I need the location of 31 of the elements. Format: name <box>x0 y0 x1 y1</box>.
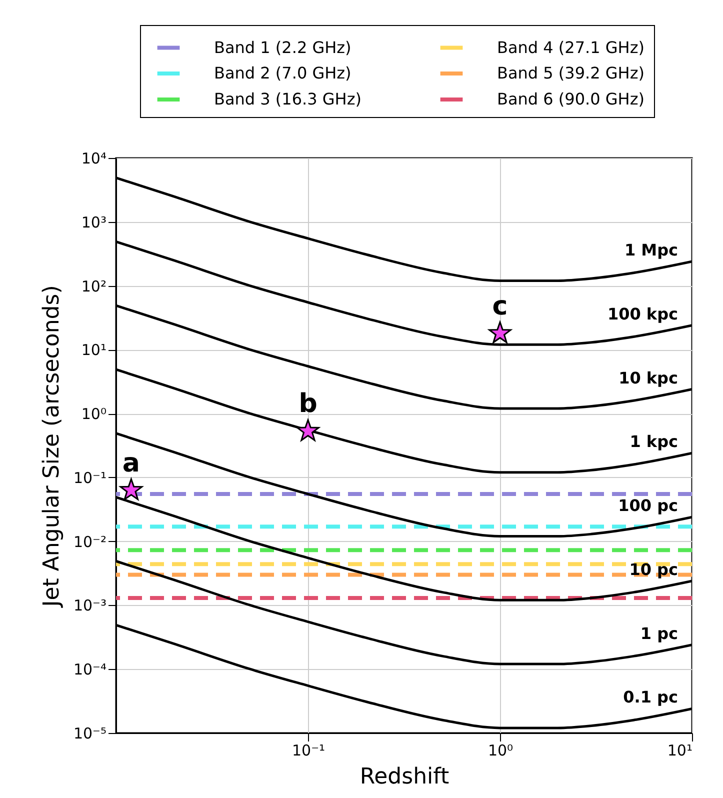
legend-label: Band 4 (27.1 GHz) <box>497 38 644 57</box>
series-label: 0.1 pc <box>623 688 678 707</box>
y-tick-label: 10¹ <box>81 341 106 360</box>
annotation: a <box>122 448 140 478</box>
y-tick-label: 10⁻¹ <box>73 468 106 487</box>
y-tick-label: 10⁴ <box>81 150 106 168</box>
x-tick-label: 10⁻¹ <box>292 742 326 760</box>
y-tick-label: 10² <box>81 277 106 296</box>
x-tick-label: 10⁰ <box>488 742 514 760</box>
series-label: 1 pc <box>640 624 678 643</box>
x-axis-title: Redshift <box>360 764 450 790</box>
y-tick-label: 10⁻³ <box>73 596 106 615</box>
series-label: 100 kpc <box>607 304 678 324</box>
y-tick-label: 10⁻⁵ <box>73 724 106 742</box>
y-tick-label: 10⁰ <box>81 405 106 424</box>
annotation: c <box>492 291 508 322</box>
series-label: 100 pc <box>618 496 678 516</box>
legend-label: Band 1 (2.2 GHz) <box>214 38 352 57</box>
legend-label: Band 3 (16.3 GHz) <box>214 90 362 108</box>
y-tick-label: 10³ <box>81 213 106 232</box>
series-label: 10 kpc <box>618 368 678 388</box>
y-tick-label: 10⁻² <box>73 532 106 551</box>
legend-label: Band 5 (39.2 GHz) <box>497 64 644 82</box>
legend-label: Band 6 (90.0 GHz) <box>497 90 644 108</box>
x-tick-label: 10¹ <box>667 742 692 760</box>
y-tick-label: 10⁻⁴ <box>73 660 106 679</box>
legend-label: Band 2 (7.0 GHz) <box>214 64 352 82</box>
annotation: b <box>298 389 318 420</box>
y-axis-title: Jet Angular Size (arcseconds) <box>39 285 64 609</box>
series-label: 1 Mpc <box>624 240 678 260</box>
series-label: 1 kpc <box>630 432 678 452</box>
